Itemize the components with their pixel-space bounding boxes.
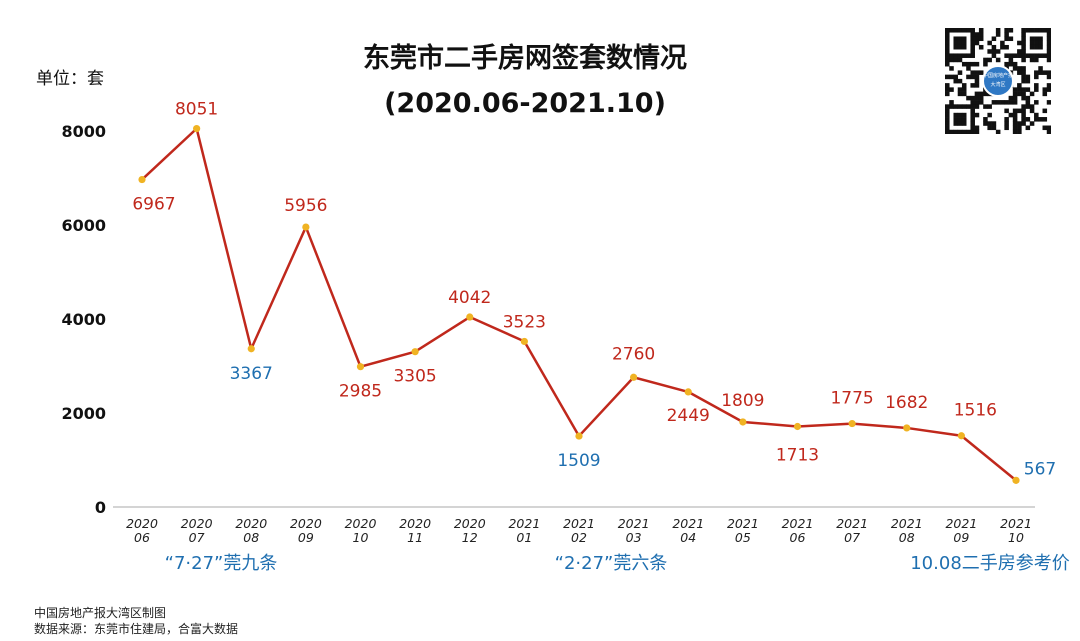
- qr-code-image: [945, 28, 1051, 134]
- y-tick-label: 2000: [61, 404, 106, 423]
- data-point: [739, 418, 747, 426]
- data-label: 1682: [885, 393, 928, 413]
- data-point: [630, 373, 638, 381]
- x-tick-label-year: 2020: [454, 516, 486, 531]
- chart-subtitle: (2020.06-2021.10): [384, 88, 666, 119]
- x-tick-label-year: 2021: [836, 516, 868, 531]
- data-point: [903, 424, 911, 432]
- x-tick-label-month: 11: [407, 530, 423, 545]
- footer-source: 数据来源：东莞市住建局，合富大数据: [34, 622, 239, 636]
- x-tick-label-month: 09: [298, 530, 314, 545]
- x-tick-label-month: 04: [680, 530, 696, 545]
- x-tick-label-year: 2020: [181, 516, 213, 531]
- policy-annotation: “2·27”莞六条: [555, 553, 668, 574]
- x-tick-label-month: 05: [735, 530, 751, 545]
- data-point: [575, 432, 583, 440]
- x-tick-label-year: 2021: [508, 516, 540, 531]
- x-tick-label-year: 2021: [1000, 516, 1032, 531]
- x-tick-label-month: 06: [134, 530, 150, 545]
- y-tick-label: 0: [95, 498, 106, 517]
- data-label: 3305: [393, 367, 436, 387]
- x-tick-label-year: 2021: [727, 516, 759, 531]
- x-tick-label-year: 2021: [672, 516, 704, 531]
- qr-code: 中国房地产报 大湾区: [945, 28, 1051, 134]
- data-point: [1012, 476, 1020, 484]
- policy-annotation: 10.08二手房参考价: [910, 553, 1070, 574]
- data-point: [957, 432, 965, 440]
- data-label: 2985: [339, 382, 382, 402]
- x-tick-label-year: 2020: [290, 516, 322, 531]
- qr-logo: [982, 65, 1014, 97]
- x-tick-label-year: 2020: [399, 516, 431, 531]
- data-point: [247, 345, 255, 353]
- x-tick-label-month: 08: [243, 530, 259, 545]
- data-label: 5956: [284, 196, 327, 216]
- x-tick-label-month: 01: [516, 530, 532, 545]
- data-label: 3367: [230, 364, 273, 384]
- data-label: 2760: [612, 344, 655, 364]
- data-label: 2449: [667, 406, 710, 426]
- data-label: 1509: [557, 451, 600, 471]
- x-tick-label-year: 2020: [345, 516, 377, 531]
- x-tick-label-year: 2020: [235, 516, 267, 531]
- data-point: [793, 422, 802, 431]
- qr-logo-text: 中国房地产报 大湾区: [983, 73, 1014, 88]
- footer-credit: 中国房地产报大湾区制图: [34, 606, 167, 620]
- y-tick-label: 6000: [61, 216, 106, 235]
- data-label: 4042: [448, 288, 491, 308]
- x-tick-label-month: 10: [1008, 530, 1024, 545]
- x-tick-label-month: 08: [899, 530, 915, 545]
- x-tick-label-month: 07: [844, 530, 860, 545]
- data-label: 1713: [776, 445, 819, 465]
- data-label: 1775: [830, 389, 873, 409]
- x-tick-label-year: 2021: [891, 516, 923, 531]
- x-tick-label-month: 03: [626, 530, 642, 545]
- x-tick-label-year: 2021: [563, 516, 595, 531]
- data-point: [466, 313, 474, 321]
- data-point: [138, 175, 146, 184]
- x-tick-label-year: 2021: [618, 516, 650, 531]
- chart-title: 东莞市二手房网签套数情况: [363, 43, 687, 74]
- x-tick-label-month: 12: [462, 530, 478, 545]
- x-tick-label-month: 09: [953, 530, 969, 545]
- data-label: 1809: [721, 391, 764, 411]
- x-tick-label-year: 2021: [782, 516, 814, 531]
- x-tick-label-year: 2020: [126, 516, 158, 531]
- policy-annotation: “7·27”莞九条: [165, 553, 278, 574]
- data-point: [193, 125, 201, 133]
- y-tick-label: 8000: [61, 122, 106, 141]
- data-point: [848, 419, 856, 428]
- data-point: [684, 388, 692, 396]
- data-label: 567: [1024, 459, 1056, 479]
- data-point: [411, 348, 419, 356]
- x-tick-label-month: 02: [571, 530, 587, 545]
- series-line: [141, 127, 1017, 482]
- y-tick-label: 4000: [61, 310, 106, 329]
- data-label: 6967: [132, 195, 175, 215]
- data-label: 3523: [503, 312, 546, 332]
- data-label: 1516: [954, 401, 997, 421]
- data-point: [302, 223, 310, 231]
- x-tick-label-year: 2021: [945, 516, 977, 531]
- x-tick-label-month: 06: [790, 530, 806, 545]
- x-tick-label-month: 10: [353, 530, 369, 545]
- unit-label: 单位：套: [36, 69, 104, 89]
- data-point: [520, 337, 528, 346]
- data-point: [356, 363, 365, 371]
- x-tick-label-month: 07: [189, 530, 205, 545]
- data-label: 8051: [175, 100, 218, 120]
